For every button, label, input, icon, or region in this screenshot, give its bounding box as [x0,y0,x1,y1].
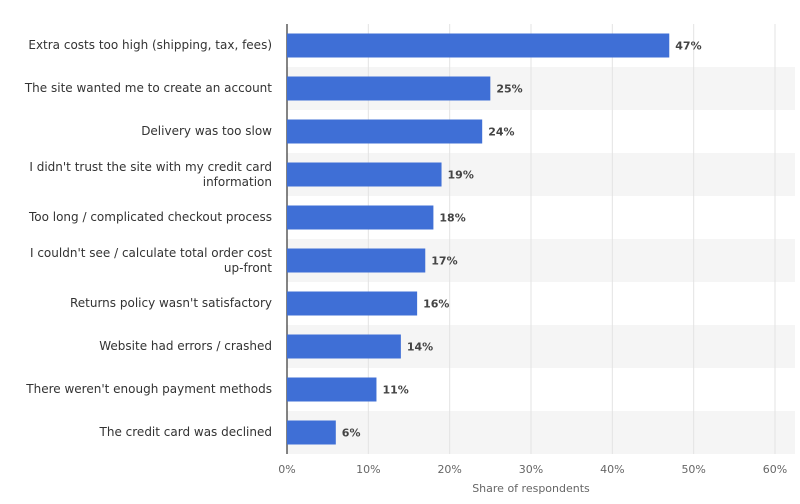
bar [287,162,442,187]
value-label: 18% [439,212,465,225]
bar [287,420,336,445]
bar [287,377,377,402]
value-label: 6% [342,427,361,440]
value-label: 25% [496,83,522,96]
y-tick-label: I didn't trust the site with my credit c… [29,159,272,189]
value-label: 14% [407,341,433,354]
x-tick-label: 50% [681,463,705,476]
bar [287,76,491,101]
value-label: 24% [488,126,514,139]
y-tick-label: Returns policy wasn't satisfactory [69,296,272,310]
x-axis-title: Share of respondents [472,482,590,495]
row-band [287,411,795,454]
y-tick-label: I couldn't see / calculate total order c… [29,245,272,275]
x-tick-label: 10% [356,463,380,476]
y-tick-label: The site wanted me to create an account [24,81,272,95]
y-tick-label: Too long / complicated checkout process [28,210,272,224]
y-tick-label: There weren't enough payment methods [26,382,272,396]
value-label: 47% [675,40,701,53]
y-tick-label: Website had errors / crashed [99,339,272,353]
value-label: 17% [431,255,457,268]
bar [287,334,401,359]
bar [287,119,483,144]
y-tick-label: Extra costs too high (shipping, tax, fee… [28,38,272,52]
x-tick-label: 30% [519,463,543,476]
x-tick-label: 60% [763,463,787,476]
bar [287,205,434,230]
x-tick-label: 40% [600,463,624,476]
bar [287,33,670,58]
value-label: 19% [448,169,474,182]
y-tick-label: Delivery was too slow [141,124,272,138]
bar [287,291,418,316]
y-tick-label: The credit card was declined [99,425,272,439]
value-label: 16% [423,298,449,311]
x-tick-label: 0% [278,463,295,476]
value-label: 11% [382,384,408,397]
x-tick-label: 20% [437,463,461,476]
bar [287,248,426,273]
